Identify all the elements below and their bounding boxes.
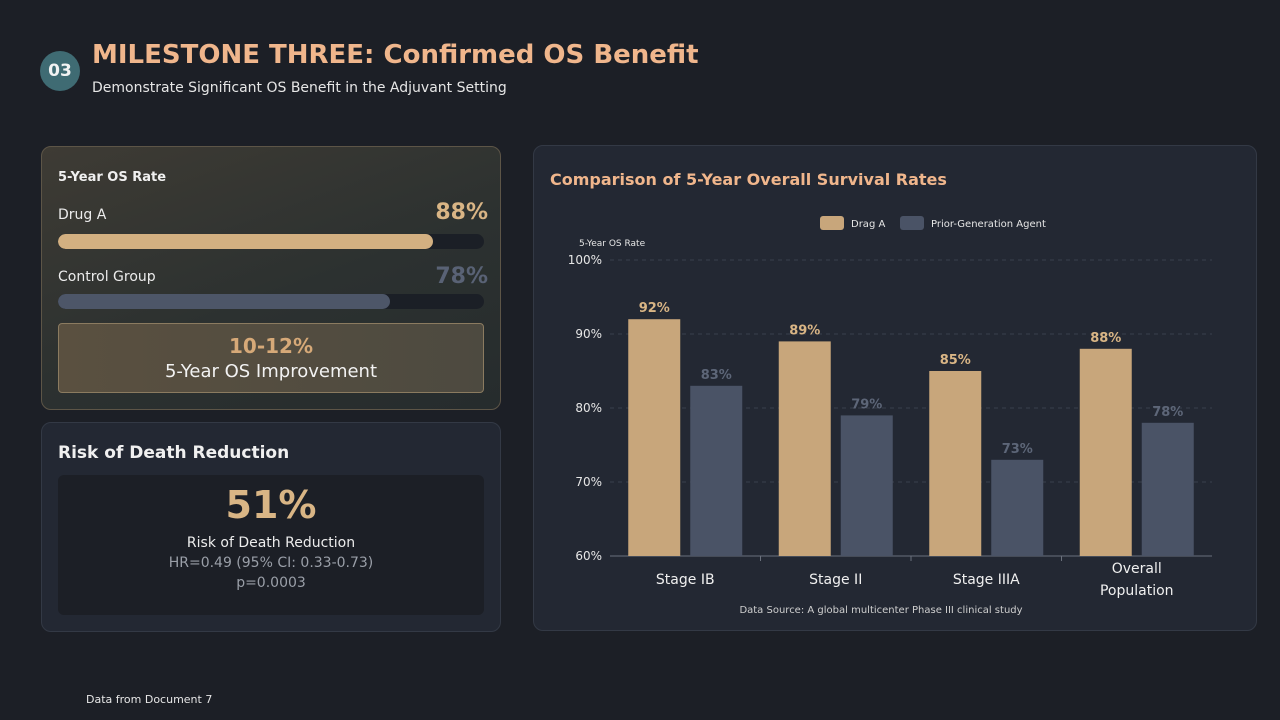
data-label: 89% [789,323,820,338]
risk-reduction-panel: 51% Risk of Death Reduction HR=0.49 (95%… [58,475,484,615]
legend-label-1: Prior-Generation Agent [931,219,1046,230]
y-tick-label: 100% [568,253,602,267]
os-rate-card: 5-Year OS Rate Drug A 88% Control Group … [41,146,501,410]
control-group-progress-track [58,294,484,309]
y-tick-label: 60% [575,549,602,563]
risk-card-title: Risk of Death Reduction [58,443,290,463]
drug-a-progress-fill [58,234,433,249]
data-label: 88% [1090,331,1121,346]
hazard-ratio-text: HR=0.49 (95% CI: 0.33-0.73) [168,555,374,571]
data-label: 85% [940,353,971,368]
bar-drug-a [929,371,982,556]
bar-drug-a [778,341,831,556]
bar-prior-agent [991,459,1044,556]
x-tick-label: Overall [1112,561,1162,577]
data-label: 92% [639,301,670,316]
data-label: 78% [1152,405,1183,420]
legend-swatch-0 [820,216,844,230]
bar-drug-a [628,319,681,556]
bar-prior-agent [1141,422,1194,556]
x-tick-label: Stage IIIA [953,572,1020,588]
improvement-box: 10-12% 5-Year OS Improvement [58,323,484,393]
data-label: 73% [1002,442,1033,457]
improvement-value: 10-12% [228,334,313,358]
data-label: 79% [851,397,882,412]
page-subtitle: Demonstrate Significant OS Benefit in th… [92,80,507,96]
milestone-badge: 03 [40,51,80,91]
survival-bar-chart: Drag A Prior-Generation Agent 5-Year OS Ra… [568,216,1212,616]
survival-chart-card: Comparison of 5-Year Overall Survival Ra… [533,145,1257,631]
x-tick-label: Stage II [809,572,862,588]
risk-reduction-value: 51% [225,483,317,527]
drug-a-label: Drug A [58,207,107,223]
y-tick-label: 90% [575,327,602,341]
control-group-progress-fill [58,294,391,309]
legend-swatch-1 [900,216,924,230]
y-tick-label: 80% [575,401,602,415]
footer-note: Data from Document 7 [86,693,213,706]
data-source-note: Data Source: A global multicenter Phase … [739,605,1022,616]
bar-drug-a [1079,348,1132,556]
data-label: 83% [701,368,732,383]
legend-label-0: Drag A [851,219,885,230]
risk-reduction-card: Risk of Death Reduction 51% Risk of Deat… [41,422,501,632]
x-tick-label: Stage IB [656,572,715,588]
chart-title: Comparison of 5-Year Overall Survival Ra… [550,170,947,189]
p-value-text: p=0.0003 [236,575,306,591]
risk-reduction-label: Risk of Death Reduction [186,535,356,551]
bar-prior-agent [690,385,743,556]
improvement-label: 5-Year OS Improvement [164,361,378,382]
bar-prior-agent [840,415,893,556]
drug-a-progress-track [58,234,484,249]
page-title: MILESTONE THREE: Confirmed OS Benefit [92,40,699,70]
os-rate-card-title: 5-Year OS Rate [58,170,167,185]
x-tick-label: Population [1100,583,1174,599]
control-group-label: Control Group [58,269,156,285]
y-axis-title: 5-Year OS Rate [579,239,646,249]
control-group-value: 78% [435,264,488,289]
drug-a-value: 88% [435,200,488,225]
y-tick-label: 70% [575,475,602,489]
